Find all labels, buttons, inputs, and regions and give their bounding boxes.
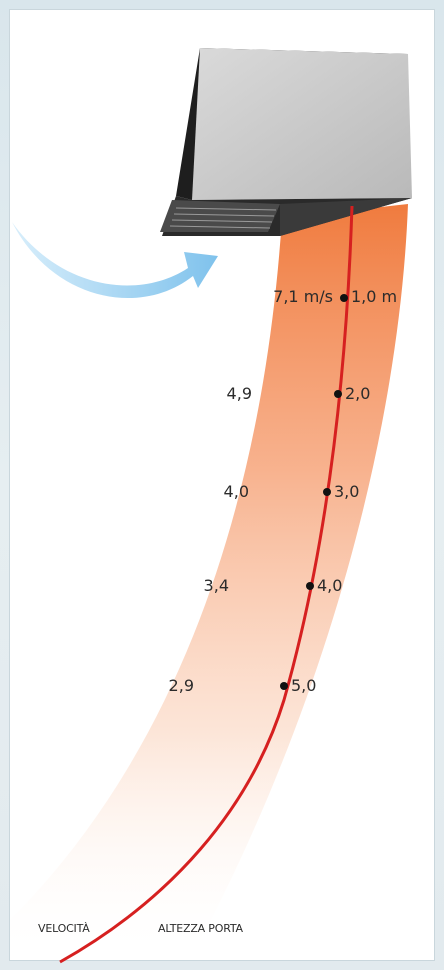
door-height-axis-label: ALTEZZA PORTA [158,922,243,935]
measurement-point-5 [280,682,288,690]
measurement-point-4 [306,582,314,590]
air-curtain-unit [160,48,412,236]
height-label-3: 3,0 [334,482,360,501]
measurement-point-3 [323,488,331,496]
height-label-2: 2,0 [345,384,371,403]
height-label-4: 4,0 [317,576,343,595]
velocity-label-1: 7,1 m/s [273,287,333,306]
velocity-axis-label: VELOCITÀ [38,922,90,935]
velocity-label-5: 2,9 [168,676,194,695]
height-label-5: 5,0 [291,676,317,695]
intake-arrow-icon [12,222,218,299]
height-label-1: 1,0 m [351,287,398,306]
measurement-point-2 [334,390,342,398]
airflow-plume [10,204,408,960]
velocity-label-2: 4,9 [226,384,252,403]
velocity-label-4: 3,4 [203,576,229,595]
velocity-label-3: 4,0 [223,482,249,501]
measurement-point-1 [340,294,348,302]
